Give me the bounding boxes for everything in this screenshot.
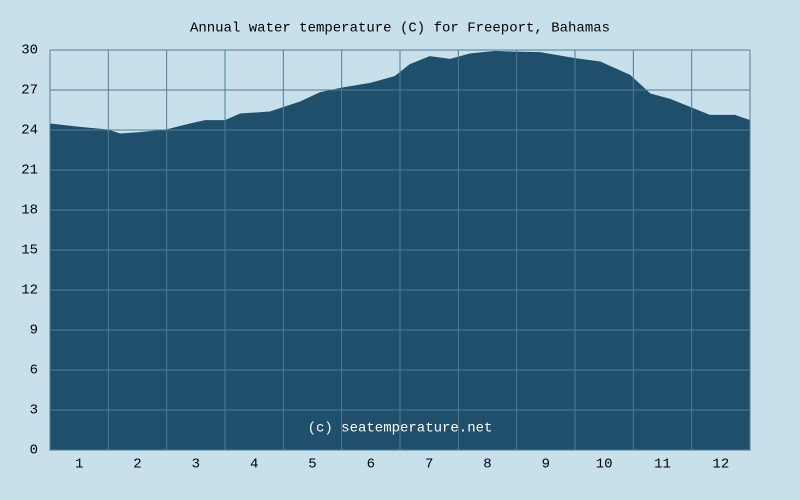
x-tick-label: 10 bbox=[596, 457, 613, 473]
y-tick-label: 24 bbox=[21, 123, 38, 139]
y-tick-label: 21 bbox=[21, 163, 38, 179]
y-tick-label: 0 bbox=[30, 443, 38, 459]
x-tick-label: 2 bbox=[133, 457, 141, 473]
chart-title: Annual water temperature (C) for Freepor… bbox=[190, 21, 610, 37]
y-tick-label: 15 bbox=[21, 243, 38, 259]
x-tick-label: 7 bbox=[425, 457, 433, 473]
x-tick-label: 6 bbox=[367, 457, 375, 473]
y-tick-label: 18 bbox=[21, 203, 38, 219]
y-tick-label: 3 bbox=[30, 403, 38, 419]
y-tick-label: 27 bbox=[21, 83, 38, 99]
y-tick-label: 30 bbox=[21, 43, 38, 59]
x-tick-label: 12 bbox=[712, 457, 729, 473]
x-tick-label: 5 bbox=[308, 457, 316, 473]
y-tick-label: 6 bbox=[30, 363, 38, 379]
x-tick-label: 1 bbox=[75, 457, 83, 473]
x-tick-label: 4 bbox=[250, 457, 258, 473]
x-tick-label: 3 bbox=[192, 457, 200, 473]
x-tick-label: 8 bbox=[483, 457, 491, 473]
y-tick-label: 12 bbox=[21, 283, 38, 299]
y-tick-label: 9 bbox=[30, 323, 38, 339]
x-tick-label: 9 bbox=[542, 457, 550, 473]
x-tick-label: 11 bbox=[654, 457, 671, 473]
annotation: (c) seatemperature.net bbox=[308, 421, 493, 437]
